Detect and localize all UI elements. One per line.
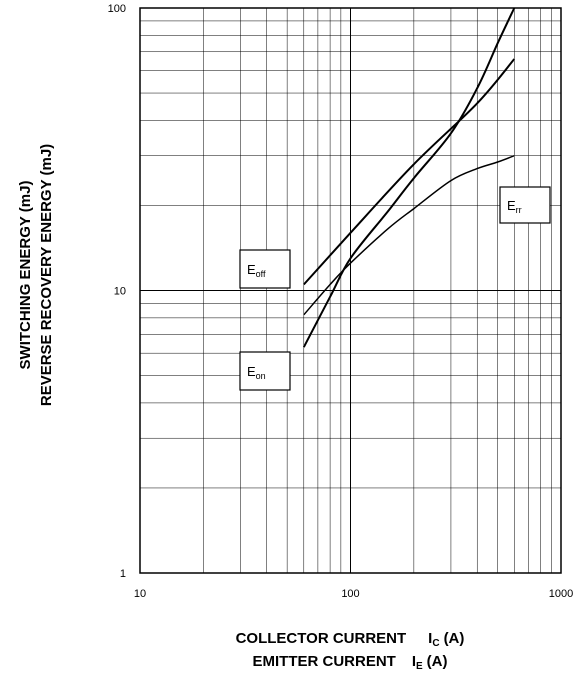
x-tick-label: 10 xyxy=(134,588,146,600)
err-label-text: Err xyxy=(507,198,522,215)
tick-labels: 10 100 1000 1 10 100 xyxy=(108,3,574,600)
eon-label: Eon xyxy=(239,351,291,391)
curves xyxy=(302,7,516,348)
eoff-label: Eoff xyxy=(239,249,291,289)
y-tick-label: 10 xyxy=(114,286,126,298)
eoff-label-text: Eoff xyxy=(247,262,266,279)
y-axis-label-1: SWITCHING ENERGY (mJ) xyxy=(17,181,34,370)
err-label-box xyxy=(499,186,551,224)
y-tick-label: 100 xyxy=(108,3,126,15)
eoff-curve xyxy=(303,58,516,286)
y-axis-label-2: REVERSE RECOVERY ENERGY (mJ) xyxy=(38,144,55,406)
eon-curve xyxy=(302,7,516,348)
eon-label-box xyxy=(239,351,291,391)
series-labels: Eoff Eon Err xyxy=(239,186,551,391)
x-tick-label: 1000 xyxy=(549,588,573,600)
grid xyxy=(139,7,562,574)
x-axis-label-2: EMITTER CURRENT IE (A) xyxy=(253,653,448,672)
x-tick-label: 100 xyxy=(341,588,359,600)
err-curve xyxy=(303,155,515,316)
eoff-label-box xyxy=(239,249,291,289)
plot-frame xyxy=(139,7,562,574)
x-axis-label-1: COLLECTOR CURRENT IC (A) xyxy=(236,630,465,649)
y-tick-label: 1 xyxy=(120,568,126,580)
err-label: Err xyxy=(499,186,551,224)
eon-label-text: Eon xyxy=(247,364,266,381)
